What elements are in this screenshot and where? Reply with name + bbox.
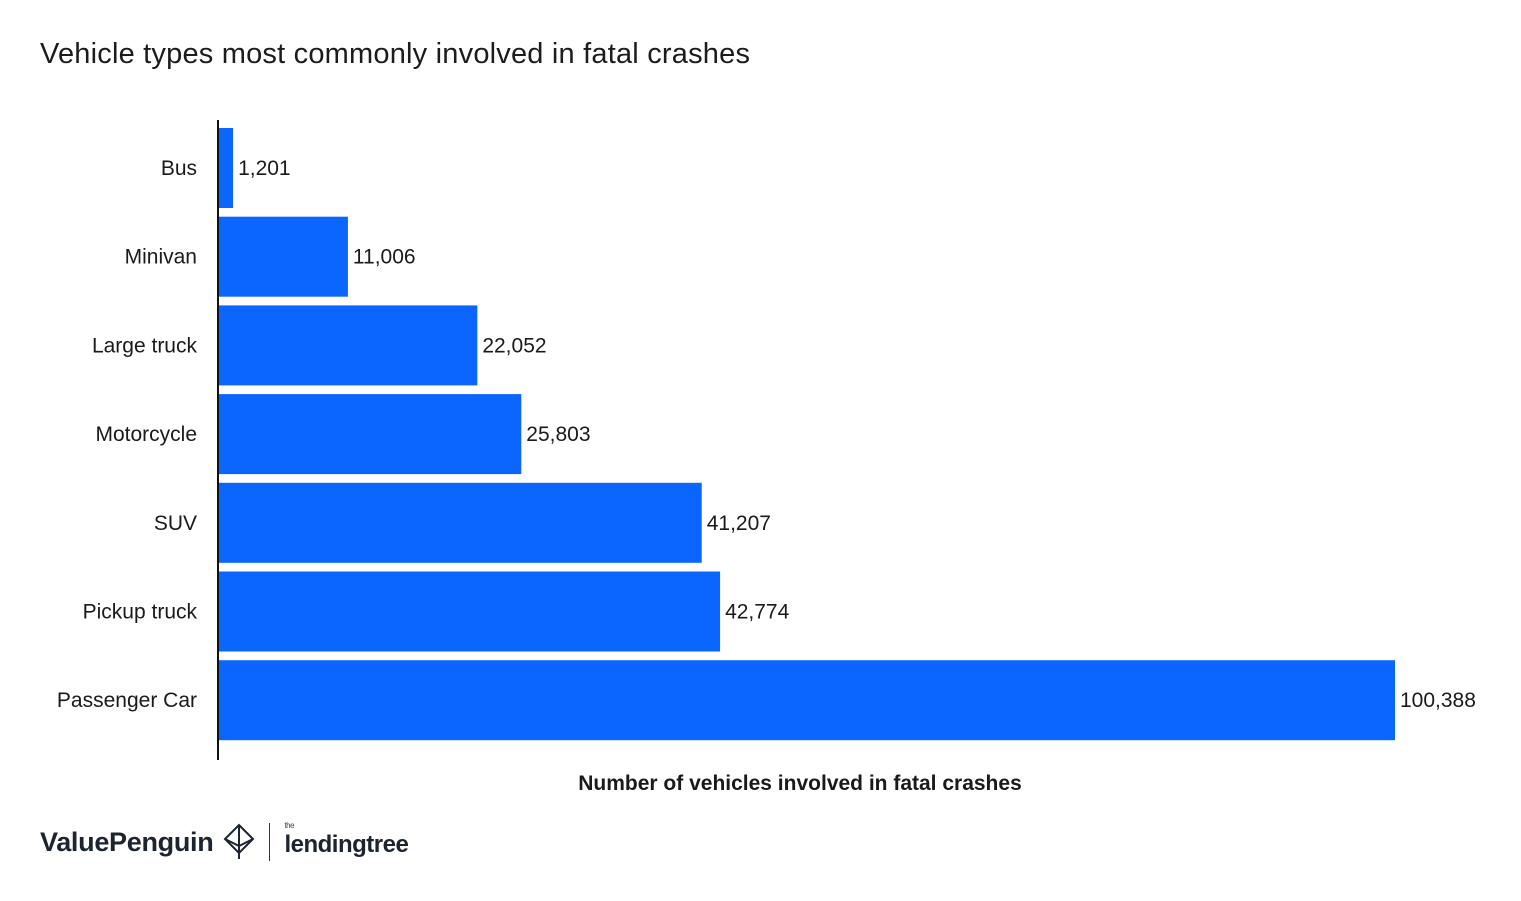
lendingtree-wordmark: lendingtree xyxy=(284,831,409,858)
category-label: Large truck xyxy=(92,334,198,357)
penguin-diamond-icon xyxy=(224,823,255,859)
lendingtree-prefix: the xyxy=(284,821,295,830)
value-label: 41,207 xyxy=(707,512,771,535)
bar-bus xyxy=(219,128,234,208)
value-label: 42,774 xyxy=(725,601,790,624)
chart-title: Vehicle types most commonly involved in … xyxy=(40,38,751,70)
category-label: Minivan xyxy=(125,246,197,269)
bar-minivan xyxy=(219,216,348,297)
x-axis-title: Number of vehicles involved in fatal cra… xyxy=(578,772,1022,795)
lendingtree-logo: the lendingtree xyxy=(284,821,409,859)
value-label: 1,201 xyxy=(238,157,291,180)
logo-separator xyxy=(269,823,271,861)
bar-pickup-truck xyxy=(219,571,721,652)
footer-branding: ValuePenguin the lendingtree xyxy=(40,812,409,872)
bar-passenger-car xyxy=(219,660,1395,741)
bar-motorcycle xyxy=(219,394,522,475)
valuepenguin-logo: ValuePenguin xyxy=(40,826,214,857)
value-label: 22,052 xyxy=(482,334,546,357)
category-label: Pickup truck xyxy=(83,601,198,624)
category-label: Passenger Car xyxy=(57,689,197,712)
bar-large-truck xyxy=(219,305,478,386)
category-label: SUV xyxy=(154,512,197,535)
value-label: 11,006 xyxy=(353,246,416,269)
value-label: 25,803 xyxy=(526,423,590,446)
category-label: Motorcycle xyxy=(95,423,197,446)
category-label: Bus xyxy=(161,157,197,180)
bar-suv xyxy=(219,482,702,563)
value-label: 100,388 xyxy=(1400,689,1476,712)
